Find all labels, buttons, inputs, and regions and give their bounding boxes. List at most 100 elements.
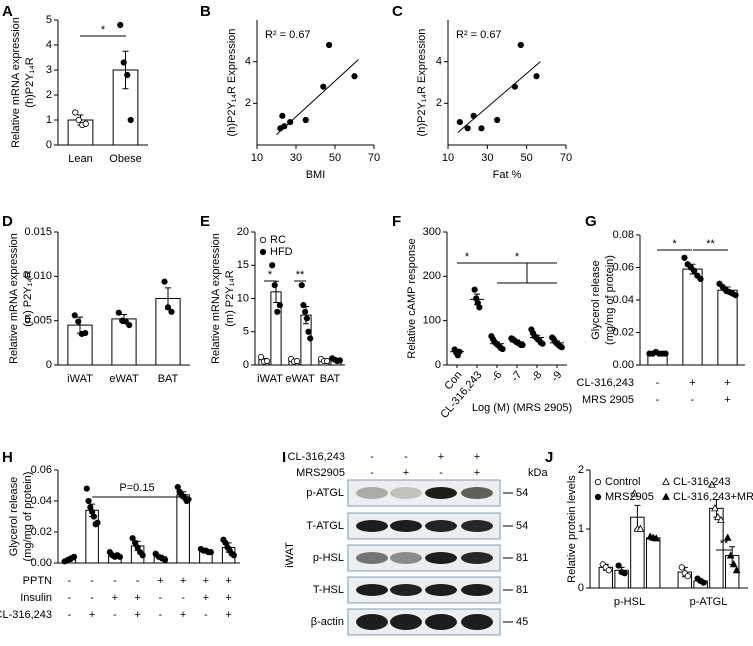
data-point xyxy=(117,21,124,29)
data-point xyxy=(132,539,139,546)
data-point xyxy=(732,565,741,574)
condition-name: Insulin xyxy=(20,592,52,604)
data-point xyxy=(287,118,294,126)
data-point xyxy=(723,533,732,541)
data-point xyxy=(456,118,463,126)
condition-sign: + xyxy=(724,394,730,406)
data-point xyxy=(714,512,722,521)
data-point xyxy=(274,308,281,315)
y-axis-label: Glycerol release xyxy=(8,477,20,556)
condition-sign: + xyxy=(203,575,209,587)
y-tick-label: 15 xyxy=(237,259,249,271)
y-tick-label: 2 xyxy=(245,97,251,109)
data-point xyxy=(259,236,267,244)
error-bar xyxy=(514,339,520,345)
y-axis-label: (h)P2Y₁₄R Expression xyxy=(226,29,238,137)
kda-label: 54 xyxy=(516,520,528,532)
data-point xyxy=(90,513,98,520)
blot-band xyxy=(390,614,422,630)
x-tick-label: Obese xyxy=(109,153,141,165)
blot-band xyxy=(390,552,422,564)
y-tick-label: 4 xyxy=(436,56,442,68)
blot-band xyxy=(425,487,457,499)
x-tick-label: -7 xyxy=(509,369,524,384)
data-point xyxy=(336,357,343,364)
panel-label: B xyxy=(200,3,211,20)
y-tick-label: 0.04 xyxy=(31,495,52,507)
condition-sign: - xyxy=(159,592,163,604)
data-point xyxy=(636,524,645,532)
y-axis-label: Glycerol release xyxy=(590,260,602,339)
data-point xyxy=(326,41,333,49)
blot-band xyxy=(356,487,388,499)
data-point xyxy=(127,116,134,124)
data-point xyxy=(161,278,168,285)
data-point xyxy=(678,564,685,571)
data-point xyxy=(478,125,485,132)
data-point xyxy=(519,341,526,349)
error-bar xyxy=(494,341,500,346)
blot-band xyxy=(425,584,457,596)
panel-label: E xyxy=(200,213,210,230)
significance-label: * xyxy=(268,269,273,281)
bar xyxy=(645,537,661,589)
data-point xyxy=(303,315,310,322)
x-tick-label: 50 xyxy=(521,152,533,164)
row-label: p-ATGL xyxy=(306,487,344,499)
data-point xyxy=(711,504,719,512)
x-tick-label: BAT xyxy=(158,373,179,385)
y-axis-label: (mg/mg of protein) xyxy=(604,255,616,345)
x-tick-label: eWAT xyxy=(285,373,315,385)
significance-label: ** xyxy=(296,269,305,281)
legend-label: RC xyxy=(270,234,286,246)
data-point xyxy=(279,112,286,119)
condition-sign: + xyxy=(180,609,186,621)
y-tick-label: 0 xyxy=(46,359,52,371)
row-label: T-ATGL xyxy=(306,520,344,532)
y-tick-label: 0.02 xyxy=(31,526,52,538)
x-tick-label: -9 xyxy=(549,369,564,384)
kda-label: 54 xyxy=(516,487,528,499)
x-tick-label: p-HSL xyxy=(614,596,645,608)
data-point xyxy=(126,321,133,329)
data-point xyxy=(257,353,265,361)
data-point xyxy=(230,552,237,559)
significance-label: * xyxy=(101,24,106,36)
condition-sign: - xyxy=(68,575,72,587)
x-tick-label: iWAT xyxy=(67,373,93,385)
data-point xyxy=(293,357,301,365)
data-point xyxy=(464,125,471,132)
condition-name: CL-316,243 xyxy=(288,451,346,463)
significance-label: * xyxy=(672,238,677,250)
data-point xyxy=(75,318,82,325)
y-tick-label: 0.06 xyxy=(31,464,52,476)
blot-band xyxy=(390,487,422,499)
y-tick-label: 0 xyxy=(435,359,441,371)
condition-sign: + xyxy=(724,377,730,389)
x-tick-label: -6 xyxy=(489,369,504,384)
tissue-label: iWAT xyxy=(284,542,296,568)
condition-name: MRS 2905 xyxy=(582,394,634,406)
y-tick-label: 5 xyxy=(243,326,249,338)
y-tick-label: 1 xyxy=(46,114,52,126)
y-tick-label: 4 xyxy=(245,56,251,68)
condition-sign: + xyxy=(134,592,140,604)
data-point xyxy=(161,556,169,564)
x-axis-label: Log (M) (MRS 2905) xyxy=(472,402,572,414)
y-tick-label: 0.04 xyxy=(613,294,634,306)
blot-band xyxy=(461,584,493,596)
data-point xyxy=(120,59,127,66)
error-bar xyxy=(474,293,480,306)
data-point xyxy=(684,573,691,580)
data-point xyxy=(302,116,309,124)
condition-sign: + xyxy=(474,451,480,463)
y-tick-label: 0 xyxy=(578,582,584,594)
y-tick-label: 2 xyxy=(436,97,442,109)
condition-sign: + xyxy=(225,592,231,604)
data-point xyxy=(85,497,92,505)
blot-band xyxy=(356,584,388,596)
data-point xyxy=(94,519,101,526)
condition-sign: - xyxy=(113,609,117,621)
condition-sign: + xyxy=(403,467,409,479)
